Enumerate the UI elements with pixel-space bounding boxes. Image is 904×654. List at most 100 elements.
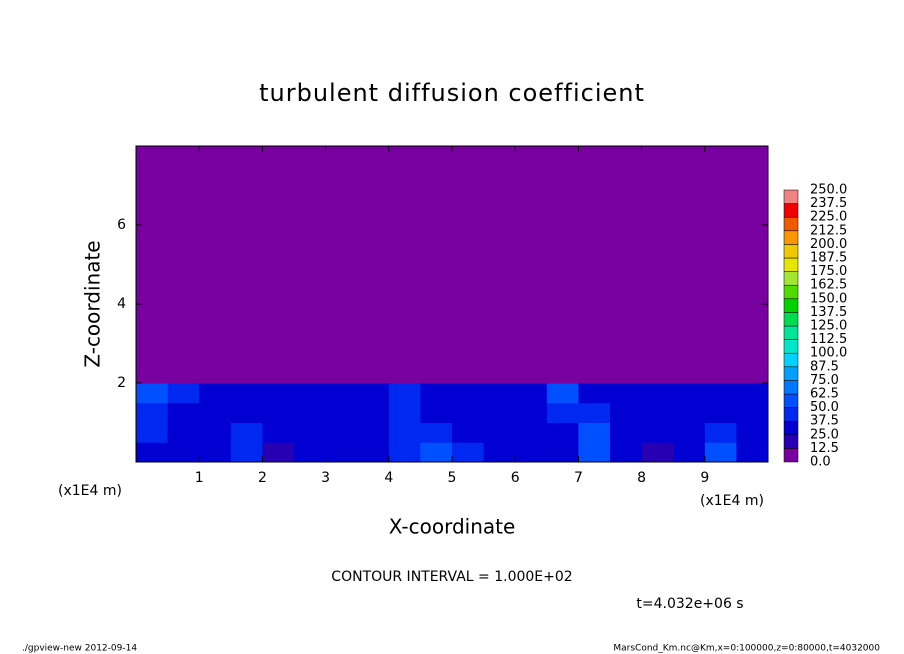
field-cell [736, 422, 769, 443]
field-cell [294, 323, 327, 384]
field-cell [199, 422, 232, 443]
field-cell [230, 383, 263, 404]
y-axis-label: Z-coordinate [81, 240, 105, 367]
colorbar-box [783, 284, 799, 300]
field-cell [262, 442, 295, 463]
field-cell [420, 146, 453, 206]
field-cell [136, 422, 169, 443]
field-cell [704, 264, 737, 325]
field-cell [673, 422, 706, 443]
field-cell [515, 146, 548, 206]
field-cell [515, 323, 548, 384]
field-cell [578, 323, 611, 384]
field-cell [546, 422, 579, 443]
field-cell [641, 264, 674, 325]
field-cell [515, 422, 548, 443]
colorbar-label: 87.5 [810, 359, 839, 374]
colorbar-label: 12.5 [810, 441, 839, 456]
field-cell [673, 205, 706, 265]
field-cell [388, 383, 421, 404]
field-cell [673, 383, 706, 404]
field-cell [136, 146, 169, 206]
field-cell [578, 422, 611, 443]
field-cell [452, 422, 485, 443]
colorbar-label: 162.5 [810, 278, 847, 293]
field-cell [452, 323, 485, 384]
field-cell [357, 422, 390, 443]
field-cell [515, 264, 548, 325]
field-cell [420, 402, 453, 423]
field-cell [673, 146, 706, 206]
field-cell [167, 402, 200, 423]
field-cell [578, 264, 611, 325]
field-cell [452, 264, 485, 325]
colorbar-label: 112.5 [810, 332, 847, 347]
colorbar-box [783, 244, 799, 259]
field-cell [294, 264, 327, 325]
colorbar-label: 75.0 [810, 373, 839, 388]
colorbar-label: 225.0 [810, 210, 847, 225]
field-cell [262, 422, 295, 443]
colorbar-box [783, 380, 799, 395]
field-cell [262, 383, 295, 404]
field-cell [420, 205, 453, 265]
field-cell [325, 422, 358, 443]
field-cell [483, 402, 516, 423]
field-cell [388, 264, 421, 325]
field-cell [294, 402, 327, 423]
x-tick-label: 6 [511, 470, 520, 486]
field-cell [736, 264, 769, 325]
field-cell [610, 323, 643, 384]
field-cell [546, 323, 579, 384]
colorbar-box [783, 271, 799, 286]
x-tick-label: 2 [258, 470, 267, 486]
field-cell [736, 205, 769, 265]
field-cell [357, 264, 390, 325]
field-cell [357, 146, 390, 206]
field-cell [578, 205, 611, 265]
field-cell [546, 442, 579, 463]
field-cell [167, 146, 200, 206]
colorbar-box [783, 230, 799, 245]
field-cell [610, 383, 643, 404]
field-cell [641, 442, 674, 463]
colorbar-label: 250.0 [810, 183, 847, 198]
colorbar-label: 175.0 [810, 264, 847, 279]
field-cell [388, 146, 421, 206]
field-cell [199, 205, 232, 265]
colorbar-box [783, 420, 799, 436]
field-cell [515, 205, 548, 265]
field-cell [610, 146, 643, 206]
field-cell [167, 383, 200, 404]
field-cell [515, 442, 548, 463]
x-tick-label: 3 [321, 470, 330, 486]
colorbar-label: 200.0 [810, 237, 847, 252]
field-cell [388, 402, 421, 423]
field-cell [388, 323, 421, 384]
field-cell [641, 402, 674, 423]
field-cell [704, 146, 737, 206]
field-cell [136, 264, 169, 325]
colorbar-box [783, 366, 799, 381]
field-cell [452, 205, 485, 265]
field-cell [199, 442, 232, 463]
field-cell [704, 442, 737, 463]
field-cell [483, 323, 516, 384]
field-cell [546, 264, 579, 325]
field-cell [325, 205, 358, 265]
colorbar-label: 150.0 [810, 291, 847, 306]
field-cell [452, 402, 485, 423]
field-cell [673, 442, 706, 463]
field-cell [483, 442, 516, 463]
field-cell [230, 402, 263, 423]
colorbar-label: 187.5 [810, 251, 847, 266]
field-cell [641, 146, 674, 206]
field-cell [325, 264, 358, 325]
x-tick-label: 7 [574, 470, 583, 486]
field-cell [167, 205, 200, 265]
field-cell [641, 383, 674, 404]
field-cell [262, 146, 295, 206]
field-cell [136, 383, 169, 404]
field-cell [325, 146, 358, 206]
